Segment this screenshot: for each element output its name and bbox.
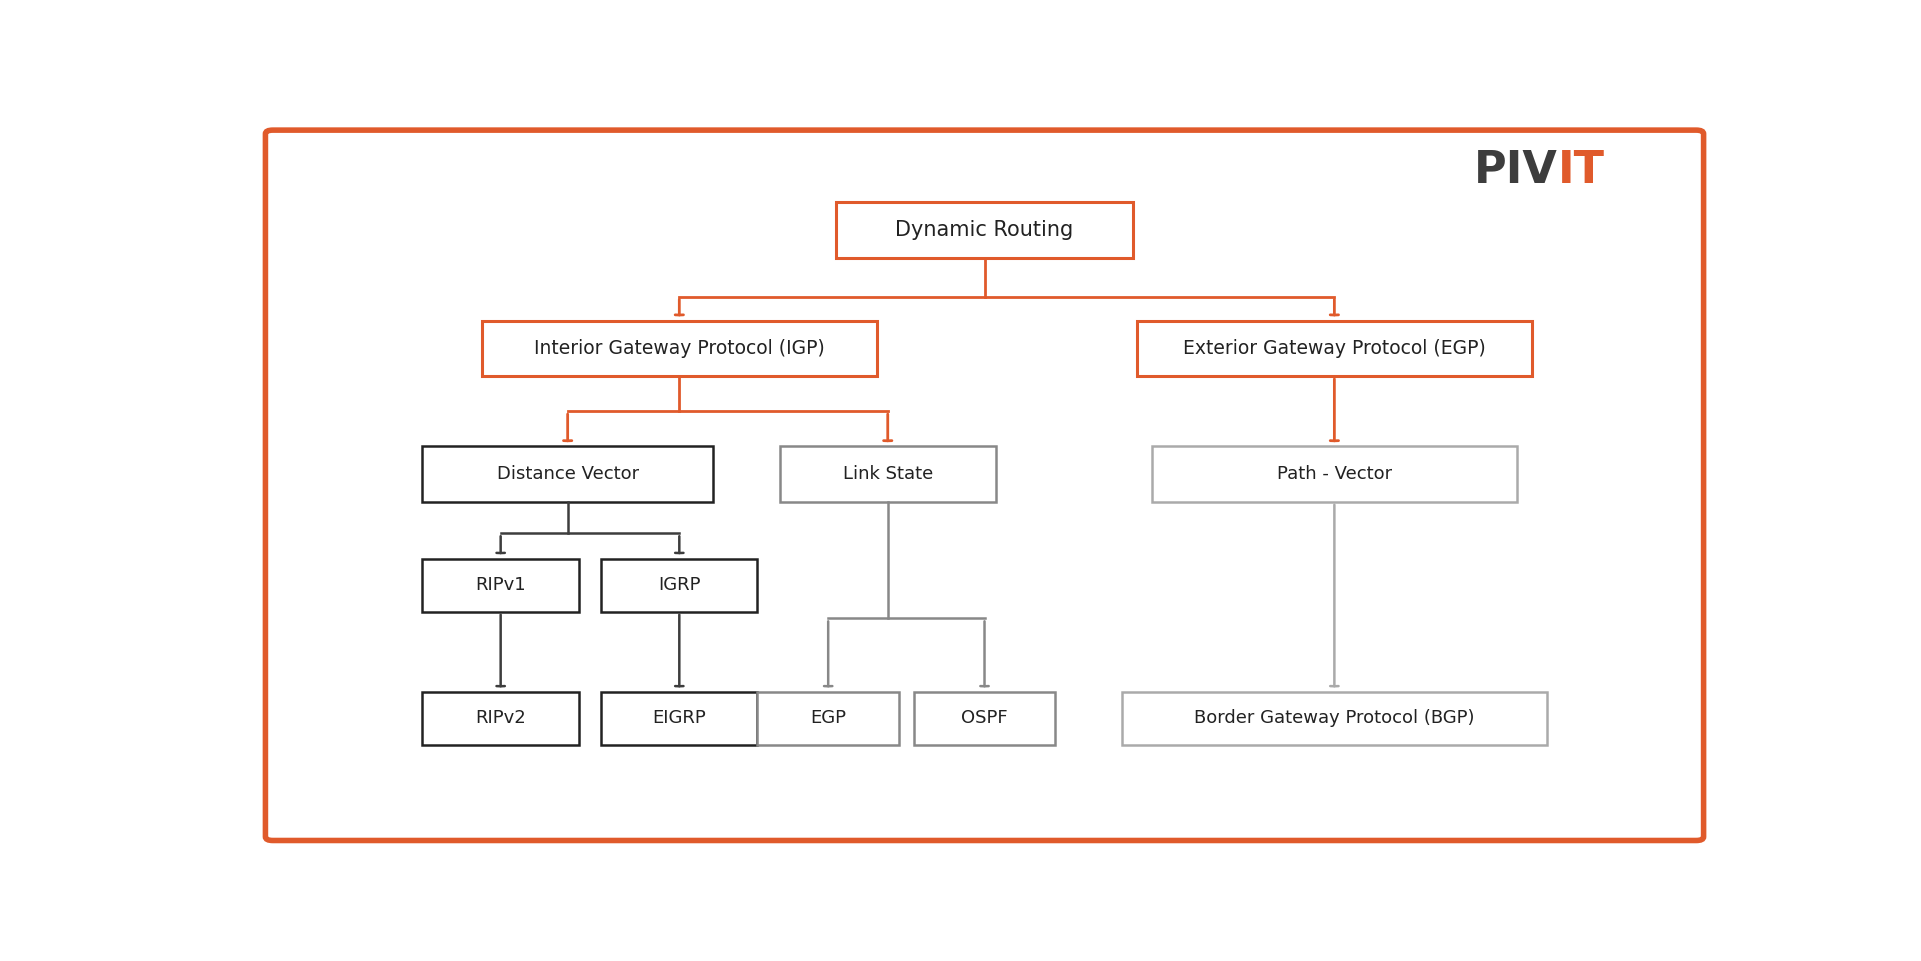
Text: IT: IT (1558, 149, 1604, 192)
Text: Interior Gateway Protocol (IGP): Interior Gateway Protocol (IGP) (534, 339, 824, 357)
Bar (423, 447, 713, 502)
Bar (1153, 447, 1518, 502)
Text: RIPv2: RIPv2 (474, 709, 526, 727)
Text: EGP: EGP (811, 709, 845, 727)
Bar (601, 692, 757, 745)
Bar (780, 447, 995, 502)
Bar (1137, 321, 1531, 376)
Text: IGRP: IGRP (659, 577, 701, 594)
Bar (423, 558, 578, 612)
Text: Distance Vector: Distance Vector (498, 465, 638, 483)
Bar (836, 202, 1133, 258)
Bar (1122, 692, 1546, 745)
Text: OSPF: OSPF (960, 709, 1009, 727)
Bar (423, 692, 578, 745)
Bar (757, 692, 899, 745)
Text: Path - Vector: Path - Vector (1277, 465, 1393, 483)
Text: Exterior Gateway Protocol (EGP): Exterior Gateway Protocol (EGP) (1183, 339, 1485, 357)
Text: Link State: Link State (843, 465, 934, 483)
Bar (482, 321, 876, 376)
Bar (601, 558, 757, 612)
Text: EIGRP: EIGRP (653, 709, 707, 727)
Text: Border Gateway Protocol (BGP): Border Gateway Protocol (BGP) (1195, 709, 1475, 727)
Text: PIV: PIV (1473, 149, 1558, 192)
Text: Dynamic Routing: Dynamic Routing (895, 220, 1074, 240)
Bar (914, 692, 1055, 745)
Text: RIPv1: RIPv1 (474, 577, 526, 594)
